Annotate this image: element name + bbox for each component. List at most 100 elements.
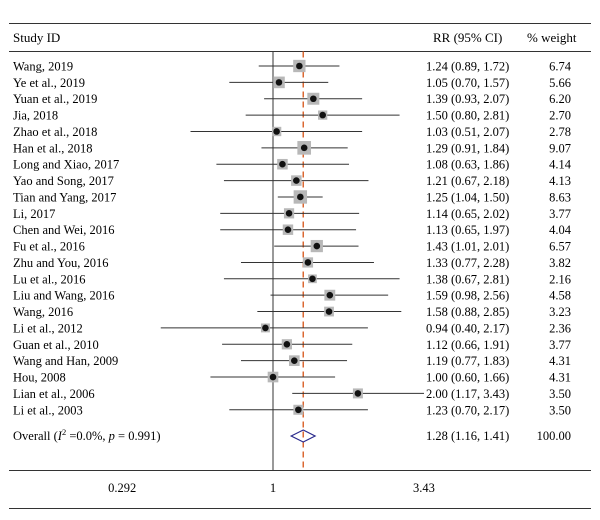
study-weight: 4.58 <box>549 289 571 303</box>
study-weight: 2.16 <box>549 272 571 286</box>
point-estimate <box>291 357 298 364</box>
study-rr-ci: 1.33 (0.77, 2.28) <box>426 256 509 270</box>
point-estimate <box>354 390 362 397</box>
study-name: Liu and Wang, 2016 <box>13 289 115 303</box>
study-name: Li et al., 2003 <box>13 403 83 417</box>
point-estimate <box>279 160 286 168</box>
overall-rr-ci: 1.28 (1.16, 1.41) <box>426 429 509 443</box>
study-name: Yuan et al., 2019 <box>13 92 97 106</box>
study-name: Wang, 2016 <box>13 305 73 319</box>
study-weight: 8.63 <box>549 190 571 204</box>
point-estimate <box>300 144 308 152</box>
study-weight: 2.36 <box>549 321 571 335</box>
study-name: Tian and Yang, 2017 <box>13 190 116 204</box>
study-row: Lian et al., 2006 2.00 (1.17, 3.43) 3.50 <box>13 387 571 401</box>
axis-tick-label: 1 <box>270 481 276 495</box>
axis-tick-label: 0.292 <box>108 481 136 495</box>
study-name: Lian et al., 2006 <box>13 387 95 401</box>
study-name: Fu et al., 2016 <box>13 240 85 254</box>
point-estimate <box>296 62 303 70</box>
study-rr-ci: 0.94 (0.40, 2.17) <box>426 321 509 335</box>
study-weight: 2.70 <box>549 109 571 123</box>
study-rr-ci: 1.19 (0.77, 1.83) <box>426 354 509 368</box>
study-row: Jia, 2018 1.50 (0.80, 2.81) 2.70 <box>13 109 571 123</box>
study-rr-ci: 1.05 (0.70, 1.57) <box>426 76 509 90</box>
header-weight: % weight <box>527 30 577 45</box>
study-name: Li, 2017 <box>13 207 55 221</box>
study-row: Wang and Han, 2009 1.19 (0.77, 1.83) 4.31 <box>13 354 571 368</box>
study-rr-ci: 1.00 (0.60, 1.66) <box>426 371 509 385</box>
point-estimate <box>285 210 293 217</box>
study-row: Hou, 2008 1.00 (0.60, 1.66) 4.31 <box>13 371 571 385</box>
overall-weight: 100.00 <box>537 429 571 443</box>
study-name: Li et al., 2012 <box>13 321 83 335</box>
study-rr-ci: 1.43 (1.01, 2.01) <box>426 240 509 254</box>
study-rr-ci: 1.12 (0.66, 1.91) <box>426 338 509 352</box>
study-row: Long and Xiao, 2017 1.08 (0.63, 1.86) 4.14 <box>13 158 572 172</box>
header-study-id: Study ID <box>13 30 60 45</box>
point-estimate <box>262 324 269 332</box>
study-row: Han et al., 2018 1.29 (0.91, 1.84) 9.07 <box>13 141 571 155</box>
study-name: Wang and Han, 2009 <box>13 354 118 368</box>
study-weight: 2.78 <box>549 125 571 139</box>
study-weight: 6.74 <box>549 60 572 74</box>
point-estimate <box>310 95 317 103</box>
study-name: Zhu and You, 2016 <box>13 256 109 270</box>
point-estimate <box>325 308 333 315</box>
point-estimate <box>293 177 300 184</box>
study-rr-ci: 1.39 (0.93, 2.07) <box>426 92 509 106</box>
study-rr-ci: 1.50 (0.80, 2.81) <box>426 109 509 123</box>
study-rr-ci: 1.38 (0.67, 2.81) <box>426 272 509 286</box>
study-weight: 3.50 <box>549 387 571 401</box>
study-row: Guan et al., 2010 1.12 (0.66, 1.91) 3.77 <box>13 338 571 352</box>
study-weight: 3.50 <box>549 403 571 417</box>
study-name: Ye et al., 2019 <box>13 76 85 90</box>
point-estimate <box>283 340 291 348</box>
study-rr-ci: 1.03 (0.51, 2.07) <box>426 125 509 139</box>
study-weight: 4.14 <box>549 158 572 172</box>
study-weight: 9.07 <box>549 141 571 155</box>
study-row: Wang, 2019 1.24 (0.89, 1.72) 6.74 <box>13 60 572 74</box>
study-weight: 4.31 <box>549 371 571 385</box>
study-row: Wang, 2016 1.58 (0.88, 2.85) 3.23 <box>13 305 571 319</box>
study-rr-ci: 1.21 (0.67, 2.18) <box>426 174 509 188</box>
study-rr-ci: 1.59 (0.98, 2.56) <box>426 289 509 303</box>
overall-diamond <box>289 429 317 443</box>
study-weight: 5.66 <box>549 76 571 90</box>
point-estimate <box>313 242 321 250</box>
point-estimate <box>295 406 302 414</box>
study-row: Zhao et al., 2018 1.03 (0.51, 2.07) 2.78 <box>13 125 571 139</box>
study-weight: 6.57 <box>549 240 571 254</box>
point-estimate <box>284 226 292 233</box>
point-estimate <box>304 259 312 266</box>
study-weight: 3.82 <box>549 256 571 270</box>
overall-label: Overall (I2 =0.0%, p = 0.991) <box>13 427 161 443</box>
study-weight: 3.77 <box>549 338 571 352</box>
study-weight: 4.31 <box>549 354 571 368</box>
study-row: Fu et al., 2016 1.43 (1.01, 2.01) 6.57 <box>13 240 571 254</box>
study-rr-ci: 1.58 (0.88, 2.85) <box>426 305 509 319</box>
study-name: Wang, 2019 <box>13 60 73 74</box>
point-estimate <box>297 193 304 201</box>
study-weight: 3.77 <box>549 207 571 221</box>
study-row: Zhu and You, 2016 1.33 (0.77, 2.28) 3.82 <box>13 256 571 270</box>
study-row: Yuan et al., 2019 1.39 (0.93, 2.07) 6.20 <box>13 92 571 106</box>
study-row: Li, 2017 1.14 (0.65, 2.02) 3.77 <box>13 207 571 221</box>
header-rr-ci: RR (95% CI) <box>433 30 502 45</box>
study-name: Jia, 2018 <box>13 109 58 123</box>
study-row: Li et al., 2003 1.23 (0.70, 2.17) 3.50 <box>13 403 571 417</box>
study-rr-ci: 1.24 (0.89, 1.72) <box>426 60 509 74</box>
study-name: Hou, 2008 <box>13 371 66 385</box>
axis-tick-label: 3.43 <box>413 481 435 495</box>
study-weight: 3.23 <box>549 305 571 319</box>
study-name: Han et al., 2018 <box>13 141 93 155</box>
point-estimate <box>269 373 277 381</box>
study-row: Yao and Song, 2017 1.21 (0.67, 2.18) 4.13 <box>13 174 571 188</box>
study-name: Lu et al., 2016 <box>13 272 86 286</box>
study-name: Chen and Wei, 2016 <box>13 223 115 237</box>
study-weight: 6.20 <box>549 92 571 106</box>
study-row: Li et al., 2012 0.94 (0.40, 2.17) 2.36 <box>13 321 571 335</box>
study-weight: 4.04 <box>549 223 572 237</box>
study-row: Ye et al., 2019 1.05 (0.70, 1.57) 5.66 <box>13 76 571 90</box>
study-name: Zhao et al., 2018 <box>13 125 97 139</box>
